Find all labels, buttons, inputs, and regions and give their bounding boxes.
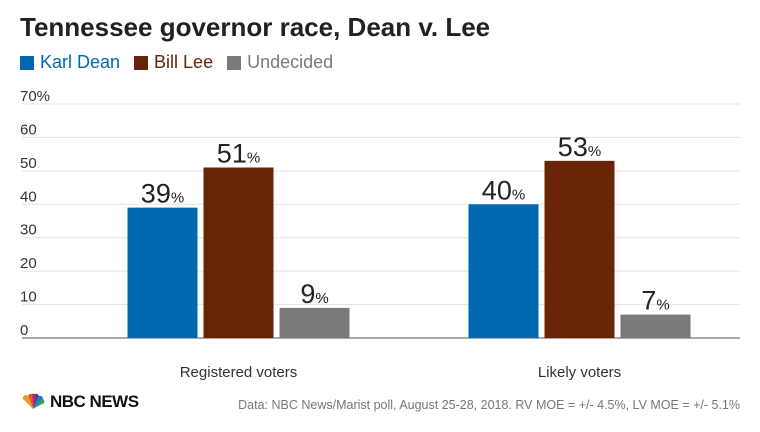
peacock-icon — [22, 393, 45, 409]
bar — [127, 207, 198, 338]
legend: Karl Dean Bill Lee Undecided — [20, 52, 333, 73]
data-label: 39% — [141, 179, 184, 209]
y-tick-label: 10 — [20, 289, 37, 306]
legend-item-bill-lee: Bill Lee — [134, 52, 213, 73]
chart-title: Tennessee governor race, Dean v. Lee — [20, 12, 491, 42]
y-tick-label: 50 — [20, 155, 37, 172]
legend-swatch-bill-lee — [134, 55, 149, 70]
y-tick-label: 40 — [20, 188, 37, 205]
data-label: 7% — [641, 286, 669, 316]
data-label: 9% — [300, 279, 328, 309]
bar — [468, 204, 539, 338]
bar — [544, 160, 615, 338]
legend-item-undecided: Undecided — [227, 52, 333, 73]
bar-chart: 0 10 20 30 40 50 60 70% 39% 51% 9% Registered voter… — [20, 88, 740, 381]
nbc-news-logo: NBC NEWS — [20, 392, 139, 412]
logo-text: NBC NEWS — [50, 392, 139, 411]
legend-item-karl-dean: Karl Dean — [20, 52, 120, 73]
legend-label-undecided: Undecided — [247, 52, 334, 72]
bar — [279, 307, 350, 338]
legend-swatch-undecided — [227, 55, 242, 70]
y-tick-label: 30 — [20, 222, 37, 239]
y-tick-label: 70% — [20, 88, 50, 105]
legend-swatch-karl-dean — [20, 55, 34, 70]
bar — [203, 167, 274, 338]
category-label: Registered voters — [180, 364, 298, 381]
y-tick-label: 60 — [20, 121, 37, 138]
data-label: 40% — [482, 175, 525, 205]
y-tick-label: 0 — [20, 322, 28, 339]
category-label: Likely voters — [538, 364, 621, 381]
legend-label-karl-dean: Karl Dean — [40, 52, 121, 72]
data-label: 53% — [558, 132, 601, 162]
bar — [620, 314, 691, 338]
data-label: 51% — [217, 139, 260, 169]
source-note: Data: NBC News/Marist poll, August 25-28… — [238, 398, 740, 412]
y-tick-label: 20 — [20, 255, 37, 272]
legend-label-bill-lee: Bill Lee — [154, 52, 214, 72]
